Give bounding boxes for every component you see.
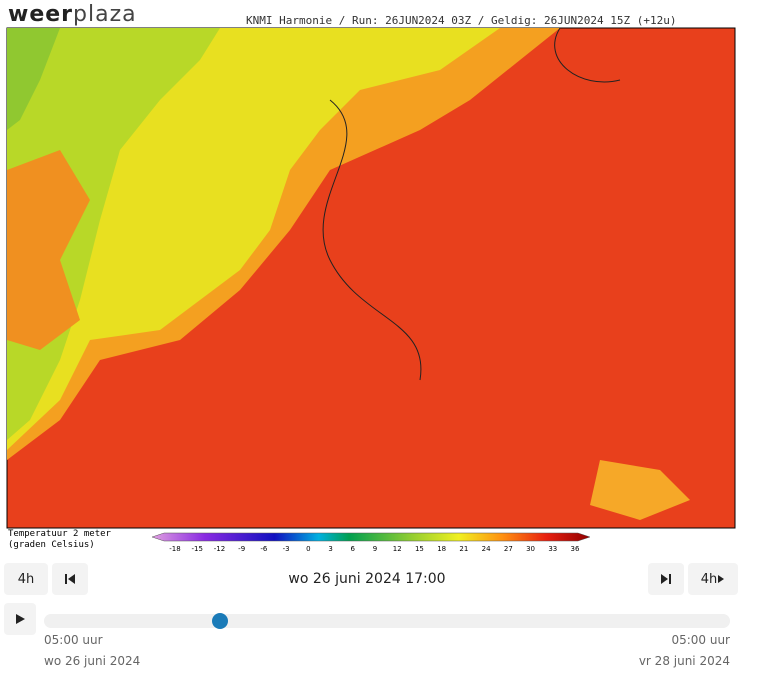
last-frame-button[interactable] (648, 563, 684, 595)
cold-zone (7, 28, 60, 130)
time-slider[interactable] (44, 614, 730, 628)
legend-tick-label: -18 (169, 545, 180, 553)
color-bar (151, 532, 591, 542)
legend-tick-label: -9 (238, 545, 245, 553)
step-forward-button[interactable]: 4h (688, 563, 738, 595)
legend-tick-label: 33 (548, 545, 557, 553)
icon (661, 574, 671, 584)
step-forward-label: 4h (700, 571, 718, 587)
end-time: 05:00 uur (671, 633, 730, 647)
start-time: 05:00 uur (44, 633, 103, 647)
slider-thumb[interactable] (212, 613, 228, 629)
icon (16, 614, 25, 624)
warm-spot (590, 460, 690, 520)
legend-tick-label: 3 (328, 545, 332, 553)
logo: weerplaza (8, 2, 137, 27)
cool-zone (7, 28, 220, 440)
first-frame-button[interactable] (52, 563, 88, 595)
logo-light: plaza (73, 2, 137, 27)
legend-tick-label: 18 (437, 545, 446, 553)
legend-tick-label: -15 (192, 545, 203, 553)
legend-tick-label: 0 (306, 545, 310, 553)
legend-title: Temperatuur 2 meter (8, 529, 112, 539)
legend-tick-label: 9 (373, 545, 377, 553)
current-time: wo 26 juni 2024 17:00 (288, 571, 446, 587)
step-back-button[interactable]: 4h (4, 563, 48, 595)
legend-tick-label: -6 (260, 545, 268, 553)
map: Temperatuur 2 meter (graden Celsius) -18… (6, 27, 736, 553)
legend-tick-label: 21 (459, 545, 468, 553)
contour (322, 99, 422, 381)
legend-ticks: -18 -15 -12 -9 -6 -3 0 3 6 9 12 15 18 21 24 27 30 33 36 (169, 545, 580, 553)
legend-tick-label: 6 (351, 545, 356, 553)
play-button[interactable] (4, 603, 36, 635)
icon (65, 574, 75, 584)
logo-bold: weer (8, 2, 74, 27)
legend-tick-label: 24 (482, 545, 491, 553)
legend-tick-label: 12 (393, 545, 402, 553)
icon (718, 575, 725, 583)
legend-tick-label: 27 (504, 545, 513, 553)
run-info: KNMI Harmonie / Run: 26JUN2024 03Z / Gel… (246, 14, 677, 27)
contour (554, 27, 621, 83)
coast-zone (7, 150, 90, 350)
legend-tick-label: -3 (283, 545, 290, 553)
legend-tick-label: 30 (526, 545, 535, 553)
legend-tick-label: -12 (214, 545, 225, 553)
end-date: vr 28 juni 2024 (638, 654, 730, 668)
start-date: wo 26 juni 2024 (44, 654, 141, 668)
legend-title: (graden Celsius) (8, 540, 95, 550)
legend-tick-label: 36 (571, 545, 580, 553)
legend-tick-label: 15 (415, 545, 424, 553)
